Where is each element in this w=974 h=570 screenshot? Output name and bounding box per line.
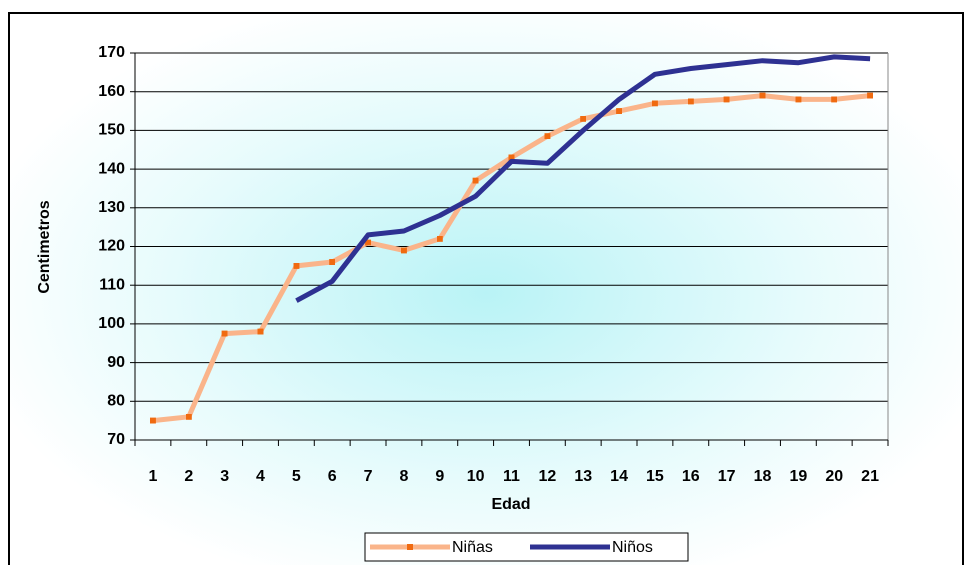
x-tick-label: 4 <box>256 468 265 485</box>
y-tick-label: 100 <box>98 315 125 332</box>
y-tick-label: 80 <box>107 393 125 410</box>
x-tick-label: 14 <box>610 468 628 485</box>
x-tick-label: 17 <box>718 468 736 485</box>
y-tick-label: 90 <box>107 354 125 371</box>
y-tick-label: 120 <box>98 238 125 255</box>
y-axis-title: Centimetros <box>36 200 53 293</box>
x-tick-label: 15 <box>646 468 664 485</box>
x-tick-label: 2 <box>184 468 193 485</box>
x-tick-label: 10 <box>467 468 485 485</box>
x-tick-label: 19 <box>789 468 807 485</box>
x-tick-label: 21 <box>861 468 879 485</box>
x-tick-label: 11 <box>503 468 520 485</box>
legend-label: Niñas <box>452 539 493 556</box>
y-tick-label: 170 <box>98 44 125 61</box>
x-tick-label: 1 <box>148 468 157 485</box>
x-tick-label: 20 <box>825 468 843 485</box>
y-tick-label: 150 <box>98 122 125 139</box>
y-tick-label: 140 <box>98 160 125 177</box>
series-line <box>149 92 874 424</box>
y-tick-label: 110 <box>99 276 125 293</box>
y-tick-label: 160 <box>98 83 125 100</box>
x-tick-label: 6 <box>328 468 337 485</box>
y-tick-label: 70 <box>107 431 125 448</box>
x-tick-label: 8 <box>399 468 408 485</box>
series-line <box>295 54 871 303</box>
x-tick-label: 5 <box>292 468 301 485</box>
x-tick-label: 16 <box>682 468 700 485</box>
x-tick-label: 12 <box>538 468 556 485</box>
x-tick-label: 9 <box>435 468 444 485</box>
x-tick-label: 7 <box>364 468 373 485</box>
legend-label: Niños <box>612 539 653 556</box>
x-tick-label: 18 <box>754 468 772 485</box>
y-tick-label: 130 <box>98 199 125 216</box>
x-axis-title: Edad <box>491 496 530 513</box>
x-tick-label: 3 <box>220 468 229 485</box>
x-tick-label: 13 <box>574 468 592 485</box>
